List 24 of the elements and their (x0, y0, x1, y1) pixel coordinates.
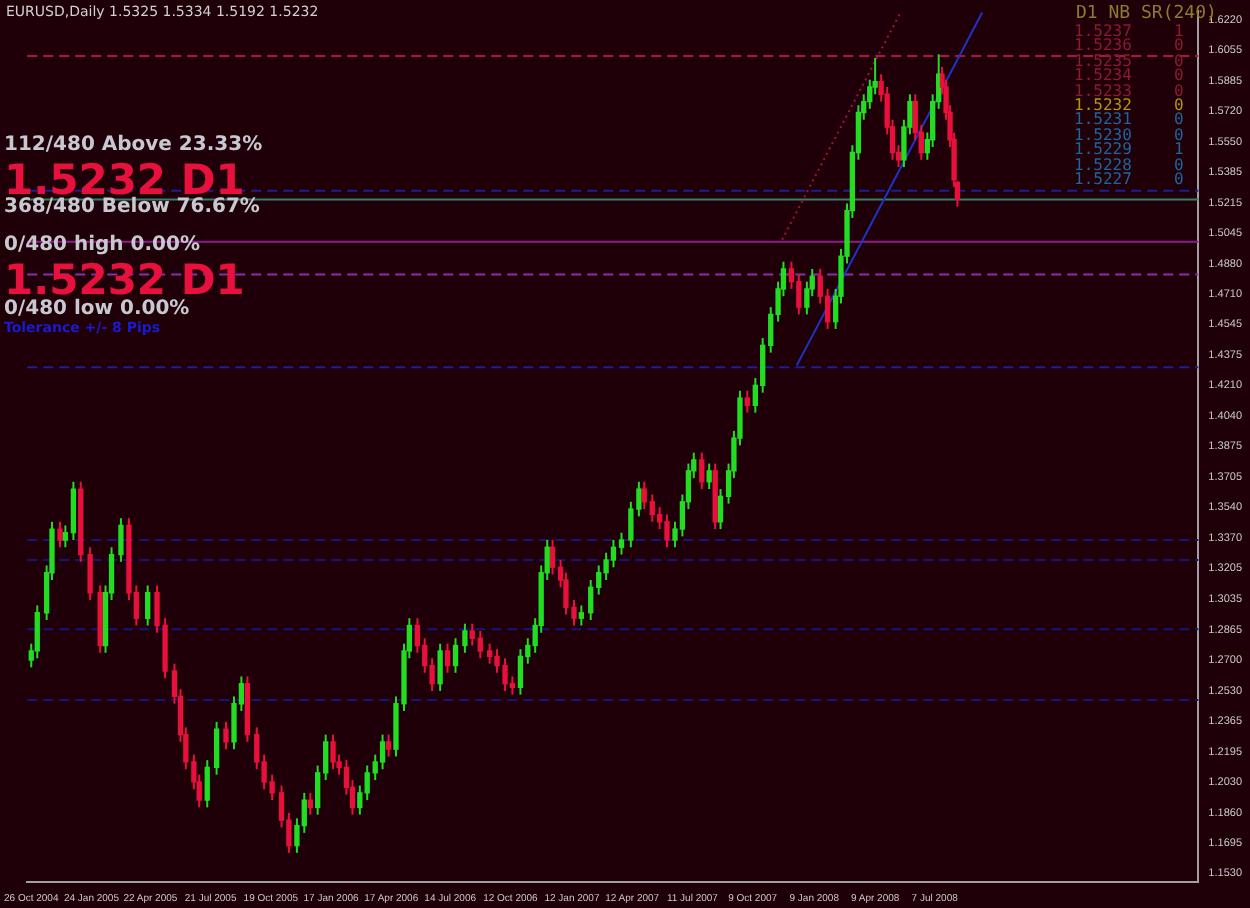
annotation: 0 (1174, 36, 1184, 55)
annotation: 0 (1174, 125, 1184, 144)
annotation: 1.5228 (1074, 155, 1132, 174)
annotation: 112/480 Above 23.33% (4, 134, 263, 156)
annotation: 0 (1174, 110, 1184, 129)
annotation: 1.5233 (1074, 81, 1132, 100)
annotation: 0/480 low 0.00% (4, 298, 190, 320)
annotation: 1 (1174, 140, 1184, 159)
annotation: 1.5234 (1074, 66, 1132, 85)
annotation: 0 (1174, 170, 1184, 188)
annotation: 1.5236 (1074, 36, 1132, 55)
annotation: 1.5232 (1074, 96, 1132, 114)
annotation: 1.5231 (1074, 110, 1132, 129)
annotation: 1.5229 (1074, 140, 1132, 159)
annotation: 1.5237 (1074, 22, 1132, 40)
annotation: 1 (1174, 22, 1184, 40)
annotation: 0 (1174, 96, 1184, 114)
annotation: 0 (1174, 66, 1184, 85)
annotation: 1.5227 (1074, 170, 1132, 188)
annotation: 1.5235 (1074, 51, 1132, 70)
annotation: 1.5230 (1074, 125, 1132, 144)
annotation: 0 (1174, 51, 1184, 70)
annotation: 0 (1174, 155, 1184, 174)
annotation: 0 (1174, 81, 1184, 100)
